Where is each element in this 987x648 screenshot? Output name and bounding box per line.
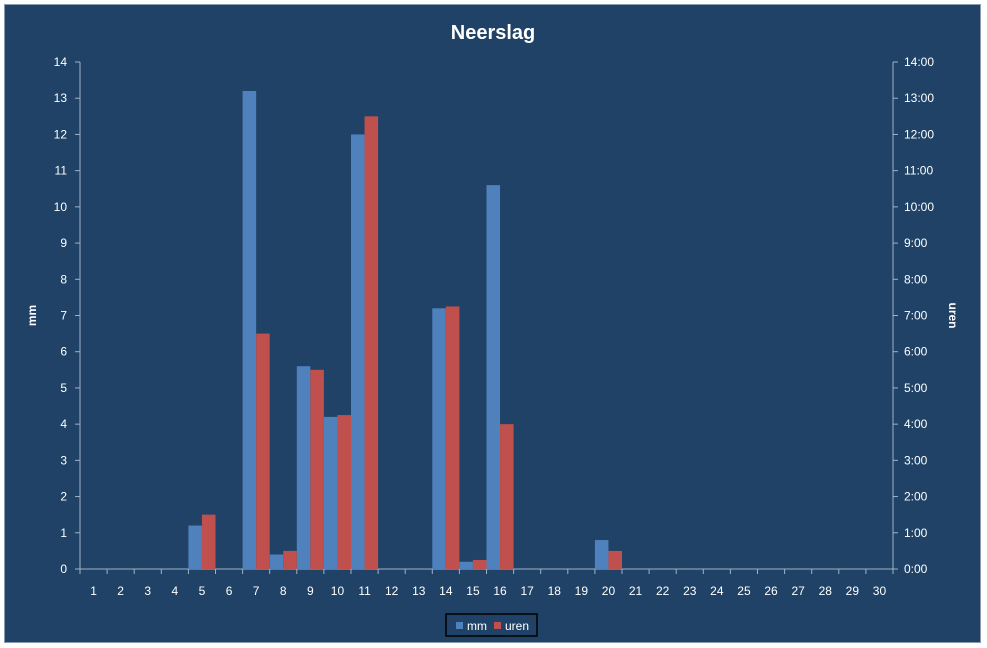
y-tick-label-right: 3:00 [904, 453, 928, 467]
y-tick-label-right: 5:00 [904, 381, 928, 395]
bar-mm [594, 540, 609, 569]
y-tick-label-left: 3 [60, 453, 67, 467]
y-tick-label-left: 12 [54, 127, 68, 141]
x-tick-label: 24 [710, 584, 724, 598]
x-tick-label: 7 [253, 584, 260, 598]
y-tick-label-right: 4:00 [904, 417, 928, 431]
y-tick-label-right: 11:00 [904, 164, 933, 178]
y-tick-label-left: 4 [60, 417, 67, 431]
bar-uren [337, 415, 351, 569]
x-tick-label: 20 [602, 584, 616, 598]
bar-uren [445, 306, 460, 569]
bar-uren [500, 424, 514, 569]
x-tick-label: 11 [358, 584, 371, 598]
legend-swatch-mm [456, 622, 463, 629]
y-tick-label-left: 11 [55, 164, 68, 178]
x-tick-label: 22 [656, 584, 670, 598]
y-tick-label-right: 12:00 [904, 127, 934, 141]
x-tick-label: 3 [144, 584, 151, 598]
bar-mm [351, 134, 365, 569]
y-tick-label-right: 7:00 [904, 309, 928, 323]
x-tick-label: 18 [548, 584, 562, 598]
x-tick-label: 19 [575, 584, 589, 598]
x-tick-label: 26 [764, 584, 778, 598]
bar-mm [432, 308, 446, 569]
chart-title: Neerslag [451, 22, 536, 44]
x-tick-label: 1 [90, 584, 97, 598]
bars [188, 90, 622, 570]
bar-mm [188, 525, 202, 569]
y-axis-title-left: mm [25, 305, 39, 326]
bar-mm [323, 416, 338, 569]
x-tick-label: 29 [846, 584, 860, 598]
x-tick-label: 23 [683, 584, 697, 598]
x-tick-label: 16 [493, 584, 507, 598]
x-tick-label: 27 [791, 584, 805, 598]
bar-uren [608, 550, 622, 569]
bar-uren [310, 369, 324, 569]
y-tick-label-left: 13 [54, 91, 68, 105]
y-tick-label-left: 0 [60, 562, 67, 576]
y-tick-label-right: 8:00 [904, 272, 928, 286]
x-tick-label: 25 [737, 584, 751, 598]
x-tick-label: 9 [307, 584, 314, 598]
y-tick-label-right: 0:00 [904, 562, 928, 576]
bar-uren [283, 550, 297, 569]
x-tick-label: 17 [520, 584, 534, 598]
y-tick-label-left: 8 [60, 272, 67, 286]
y-tick-label-right: 9:00 [904, 236, 928, 250]
y-tick-label-left: 10 [54, 200, 68, 214]
y-tick-label-left: 7 [60, 309, 67, 323]
x-tick-label: 14 [439, 584, 453, 598]
bar-mm [486, 185, 501, 569]
legend-label-mm: mm [467, 619, 487, 633]
x-tick-label: 8 [280, 584, 287, 598]
x-tick-label: 30 [873, 584, 887, 598]
bar-mm [296, 366, 311, 569]
y-tick-label-left: 5 [60, 381, 67, 395]
x-tick-label: 13 [412, 584, 426, 598]
bar-mm [459, 561, 473, 569]
x-tick-label: 4 [172, 584, 179, 598]
bar-uren [256, 333, 270, 569]
y-tick-label-right: 10:00 [904, 200, 934, 214]
x-tick-label: 10 [331, 584, 345, 598]
legend-swatch-uren [494, 622, 501, 629]
y-tick-label-left: 6 [60, 345, 67, 359]
y-tick-label-right: 6:00 [904, 345, 928, 359]
rainfall-chart: Neerslag 012345678910111213140:001:002:0… [25, 22, 960, 637]
y-axis-title-right: uren [946, 302, 960, 328]
y-tick-label-left: 2 [60, 490, 67, 504]
y-tick-label-right: 13:00 [904, 91, 934, 105]
legend-label-uren: uren [505, 619, 529, 633]
x-tick-label: 6 [226, 584, 233, 598]
x-tick-label: 5 [199, 584, 206, 598]
x-tick-label: 12 [385, 584, 399, 598]
bar-uren [201, 514, 216, 569]
x-tick-label: 21 [629, 584, 643, 598]
y-tick-label-left: 14 [54, 55, 68, 69]
y-tick-label-right: 2:00 [904, 490, 928, 504]
x-tick-label: 28 [819, 584, 833, 598]
tick-labels: 012345678910111213140:001:002:003:004:00… [54, 55, 935, 598]
chart-frame: Neerslag 0 1 2 3 4 5 6 7 8 9 10 11 12 13 14 0:00 1:00 2:0… [4, 4, 981, 643]
legend: mm uren [445, 613, 538, 637]
x-tick-label: 2 [117, 584, 124, 598]
legend-box [445, 613, 538, 637]
bar-uren [364, 116, 379, 570]
bar-mm [269, 554, 284, 569]
y-tick-label-right: 1:00 [904, 526, 928, 540]
bar-mm [242, 90, 257, 569]
y-tick-label-right: 14:00 [904, 55, 934, 69]
y-tick-label-left: 1 [60, 526, 67, 540]
y-tick-label-left: 9 [60, 236, 67, 250]
x-tick-label: 15 [466, 584, 480, 598]
bar-uren [472, 559, 487, 569]
